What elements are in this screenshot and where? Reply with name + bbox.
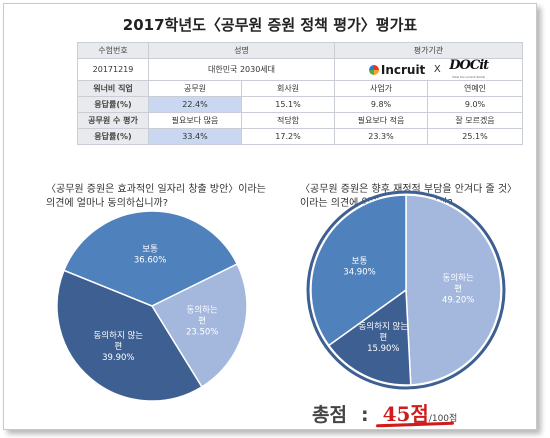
pie-slice-1-2 [150,262,248,388]
student-name: 대한민국 2030세대 [148,58,335,81]
total-score-label: 총점 [312,404,347,426]
incruit-logo-text: Incruit [380,62,426,77]
row-label-count-rate: 응답률(%) [77,128,149,145]
total-score-colon: : [360,404,369,426]
pie-charts: 보통 36.60% 동의하는 편 23.50% 동의하지 않는 편 39.90% 동의하는 편 49… [56,190,506,402]
row-label-count: 공무원 수 평가 [77,112,149,129]
pie-slice-2-1 [405,194,502,386]
evaluation-card: 2017학년도〈공무원 증원 정책 평가〉평가표 수험번호 성명 평가기관 20… [3,3,537,430]
total-score-max: /100점 [428,414,458,424]
pie-label-2-2: 동의하지 않는 편 15.90% [358,321,408,354]
count-rate-cell: 33.4% [148,128,242,145]
docit-logo-tagline: Total Document Portal [452,75,486,79]
pie-chart-1: 보통 36.60% 동의하는 편 23.50% 동의하지 않는 편 39.90% [56,210,248,402]
header-name: 성명 [148,42,335,59]
row-label-job: 워너비 직업 [77,80,149,97]
org-logos: Incruit X DOCit Total Document Portal [334,58,523,81]
pie-label-1-2: 동의하는 편 23.50% [186,305,218,338]
pie-label-2-1: 동의하는 편 49.20% [442,273,474,306]
logo-separator: X [433,64,441,75]
row-label-job-rate: 응답률(%) [77,96,149,113]
pie-label-2-3: 보통 34.90% [343,257,375,278]
pie-slice-1-1 [62,210,239,307]
pie-slice-1-3 [56,269,203,402]
pie-outline-ring [306,190,506,390]
pie-label-1-1: 보통 36.60% [134,244,166,265]
pie-slice-2-2 [327,288,412,386]
question-1: 〈공무원 증원은 효과적인 일자리 창출 방안〉이라는 의견에 얼마나 동의하십… [46,183,266,211]
student-id: 20171219 [77,58,149,81]
pie-slice-2-3 [310,194,407,347]
question-1-line2: 의견에 얼마나 동의하십니까? [46,198,169,209]
page-title: 2017학년도〈공무원 증원 정책 평가〉평가표 [122,16,418,34]
count-rate-cell: 25.1% [427,128,523,145]
docit-logo-text: DOCit [449,58,489,73]
pie-label-1-3: 동의하지 않는 편 39.90% [93,330,143,363]
question-1-line1: 〈공무원 증원은 효과적인 일자리 창출 방안〉이라는 [46,184,266,195]
pie-chart-2: 동의하는 편 49.20% 동의하지 않는 편 15.90% 보통 34.90% [306,190,506,390]
incruit-logo: Incruit [368,62,426,77]
docit-logo: DOCit Total Document Portal [449,58,489,80]
job-rate-cell: 22.4% [148,96,242,113]
incruit-logo-icon [368,64,379,75]
header-id: 수험번호 [77,42,149,59]
question-2-line1: 〈공무원 증원은 향후 재정적 부담을 안겨다 줄 것〉 [300,184,518,195]
header-org: 평가기관 [334,42,523,59]
evaluation-table: 수험번호 성명 평가기관 20171219 대한민국 2030세대 Incrui… [77,42,523,145]
